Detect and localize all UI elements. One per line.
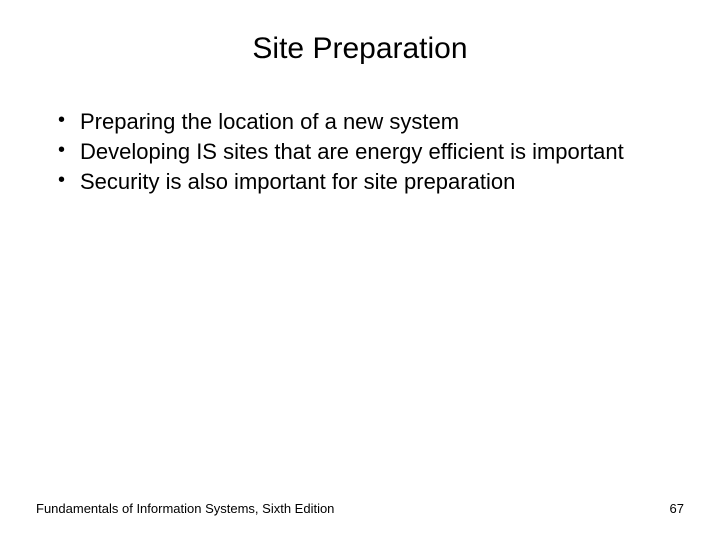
footer: Fundamentals of Information Systems, Six… bbox=[36, 501, 684, 516]
bullet-item: Developing IS sites that are energy effi… bbox=[58, 138, 684, 166]
page-number: 67 bbox=[670, 501, 684, 516]
bullet-item: Security is also important for site prep… bbox=[58, 168, 684, 196]
bullet-item: Preparing the location of a new system bbox=[58, 108, 684, 136]
slide-title: Site Preparation bbox=[36, 32, 684, 66]
slide: Site Preparation Preparing the location … bbox=[0, 0, 720, 540]
footer-text: Fundamentals of Information Systems, Six… bbox=[36, 501, 334, 516]
bullet-list: Preparing the location of a new system D… bbox=[36, 108, 684, 196]
